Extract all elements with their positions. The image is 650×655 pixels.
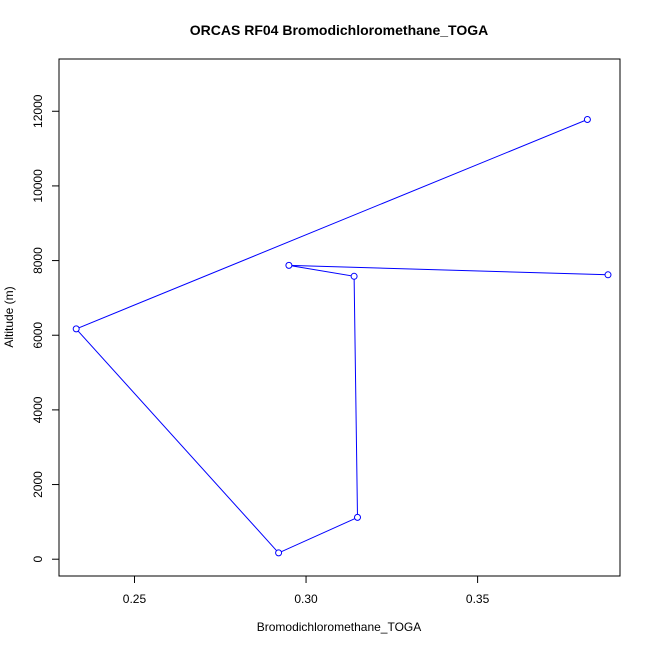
- y-tick-label: 12000: [31, 94, 45, 128]
- chart-title: ORCAS RF04 Bromodichloromethane_TOGA: [190, 22, 488, 38]
- series-line: [75, 119, 609, 554]
- y-tick-label: 4000: [31, 396, 45, 423]
- x-tick-label: 0.30: [294, 592, 318, 606]
- plot-frame: [58, 58, 621, 577]
- data-point: [275, 549, 283, 557]
- data-point: [350, 272, 358, 280]
- data-point: [604, 271, 612, 279]
- y-tick-label: 2000: [31, 471, 45, 498]
- series-layer: [72, 116, 612, 557]
- x-tick-label: 0.35: [466, 592, 490, 606]
- y-tick-label: 8000: [31, 247, 45, 274]
- data-point: [285, 261, 293, 269]
- y-axis: 0 2000 4000 6000 8000 10000 12000: [31, 94, 60, 563]
- y-tick-label: 10000: [31, 169, 45, 203]
- x-axis: 0.25 0.30 0.35: [123, 575, 490, 606]
- x-tick-label: 0.25: [123, 592, 147, 606]
- y-axis-label: Altitude (m): [2, 286, 16, 347]
- y-tick-label: 6000: [31, 322, 45, 349]
- data-point: [354, 513, 361, 521]
- data-point: [583, 116, 591, 123]
- y-tick-label: 0: [31, 556, 45, 563]
- data-point: [72, 325, 80, 333]
- x-axis-label: Bromodichloromethane_TOGA: [257, 620, 422, 634]
